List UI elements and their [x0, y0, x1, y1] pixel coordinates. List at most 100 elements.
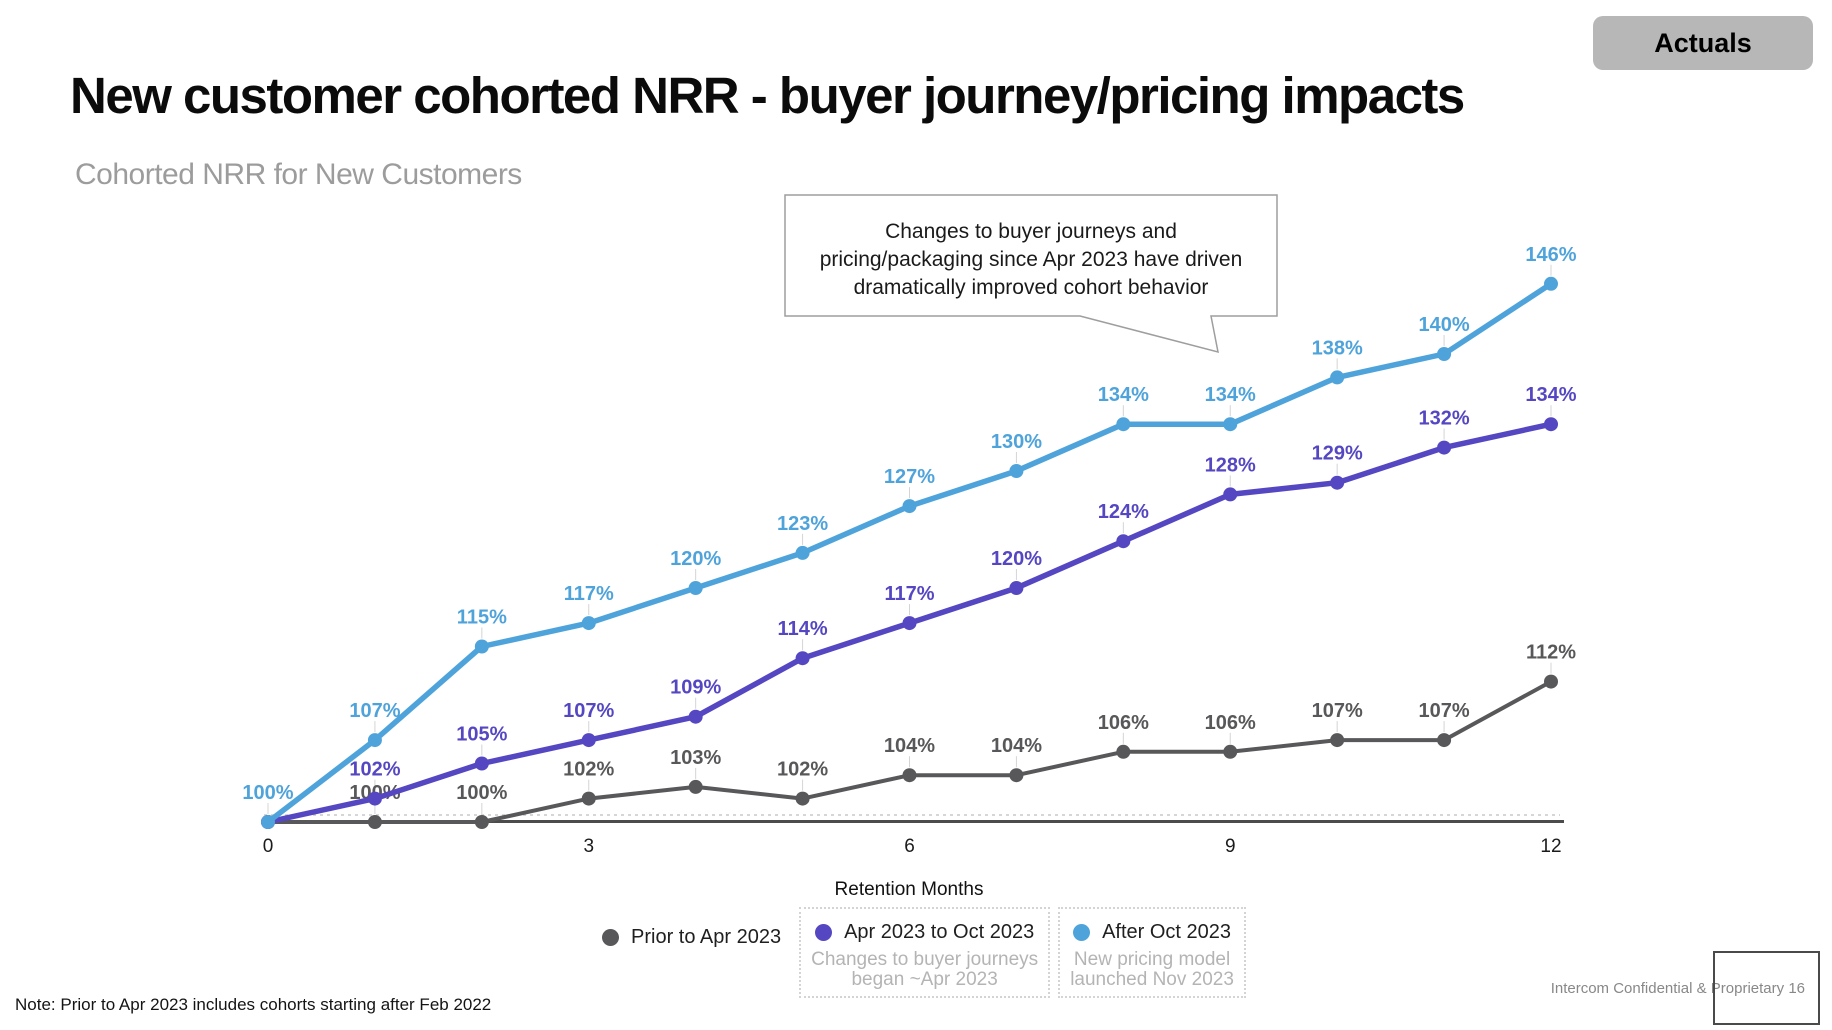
- x-tick-label: 0: [263, 836, 274, 857]
- page-number: 16: [1788, 980, 1805, 997]
- data-label: 107%: [563, 700, 614, 722]
- data-label: 140%: [1419, 314, 1470, 336]
- data-label: 105%: [456, 724, 507, 746]
- legend-annotation-line: Changes to buyer journeys: [811, 949, 1039, 970]
- callout-text-line: Changes to buyer journeys and: [885, 220, 1177, 243]
- data-label: 134%: [1098, 384, 1149, 406]
- legend-dot-icon: [602, 929, 619, 946]
- data-point: [795, 651, 810, 666]
- data-point: [1116, 744, 1131, 759]
- chart-legend: Prior to Apr 2023 Apr 2023 to Oct 2023 C…: [602, 907, 1246, 998]
- legend-item-prior-to-apr-2023: Prior to Apr 2023: [602, 926, 791, 949]
- data-point: [1223, 744, 1238, 759]
- data-label: 120%: [670, 548, 721, 570]
- data-label: 100%: [242, 782, 293, 804]
- page-number-box: [1713, 951, 1820, 1025]
- x-tick-label: 12: [1540, 836, 1561, 857]
- data-label: 117%: [564, 583, 614, 605]
- data-point: [581, 791, 596, 806]
- data-label: 107%: [1419, 700, 1470, 722]
- confidentiality-footer: Intercom Confidential & Proprietary 16: [1551, 980, 1805, 997]
- data-point: [1009, 581, 1024, 595]
- data-label: 112%: [1526, 642, 1576, 664]
- data-point: [902, 499, 917, 514]
- data-label: 104%: [991, 735, 1042, 757]
- data-label: 107%: [1312, 700, 1363, 722]
- legend-annotation-line: launched Nov 2023: [1070, 969, 1234, 990]
- data-point: [367, 733, 382, 748]
- x-tick-label: 9: [1225, 836, 1236, 857]
- data-point: [1437, 733, 1452, 748]
- data-point: [367, 791, 382, 806]
- data-label: 124%: [1098, 501, 1149, 523]
- data-point: [474, 815, 489, 829]
- data-point: [688, 709, 703, 724]
- data-label: 102%: [563, 759, 614, 781]
- data-point: [1330, 370, 1345, 385]
- data-label: 129%: [1312, 443, 1363, 465]
- data-label: 115%: [457, 607, 507, 629]
- data-point: [902, 616, 917, 631]
- data-point: [581, 733, 596, 748]
- data-point: [1223, 417, 1238, 432]
- data-point: [474, 756, 489, 771]
- legend-item-after-oct-2023: After Oct 2023: [1073, 921, 1231, 944]
- data-label: 134%: [1205, 384, 1256, 406]
- data-point: [688, 779, 703, 794]
- data-label: 109%: [670, 677, 721, 699]
- legend-annotation-line: New pricing model: [1073, 949, 1231, 970]
- data-label: 134%: [1525, 384, 1576, 406]
- chart-subtitle: Cohorted NRR for New Customers: [75, 158, 522, 191]
- data-label: 138%: [1312, 337, 1363, 359]
- data-label: 127%: [884, 466, 935, 488]
- data-point: [795, 791, 810, 806]
- data-label: 146%: [1525, 244, 1576, 266]
- data-point: [1223, 487, 1238, 502]
- data-point: [581, 616, 596, 631]
- x-axis-title: Retention Months: [834, 879, 984, 900]
- data-point: [1544, 417, 1558, 432]
- data-point: [1116, 417, 1131, 432]
- data-label: 114%: [778, 618, 828, 640]
- data-point: [1116, 534, 1131, 549]
- legend-annotation: Changes to buyer journeys began ~Apr 202…: [811, 950, 1038, 990]
- data-point: [367, 815, 382, 829]
- data-label: 128%: [1205, 454, 1256, 476]
- footnote: Note: Prior to Apr 2023 includes cohorts…: [15, 995, 492, 1014]
- legend-label: Prior to Apr 2023: [631, 926, 782, 948]
- data-point: [474, 639, 489, 654]
- legend-group-after-oct-2023: After Oct 2023 New pricing model launche…: [1058, 907, 1246, 998]
- legend-label: Apr 2023 to Oct 2023: [844, 921, 1035, 943]
- legend-label: After Oct 2023: [1102, 921, 1232, 943]
- confidentiality-text: Intercom Confidential & Proprietary: [1550, 980, 1785, 997]
- legend-dot-icon: [1073, 924, 1091, 941]
- callout-text-line: dramatically improved cohort behavior: [854, 276, 1209, 299]
- legend-annotation-line: began ~Apr 2023: [851, 969, 998, 990]
- data-point: [1009, 464, 1024, 478]
- data-point: [1009, 768, 1024, 783]
- data-point: [1437, 440, 1452, 455]
- data-point: [1544, 276, 1558, 291]
- data-point: [1544, 674, 1558, 689]
- data-label: 120%: [991, 548, 1042, 570]
- data-label: 107%: [349, 700, 400, 722]
- data-label: 103%: [670, 747, 721, 769]
- data-label: 102%: [777, 759, 828, 781]
- data-point: [261, 815, 275, 829]
- data-label: 102%: [349, 759, 400, 781]
- data-label: 106%: [1098, 712, 1149, 734]
- page-title: New customer cohorted NRR - buyer journe…: [70, 67, 1465, 124]
- data-label: 117%: [884, 583, 934, 605]
- callout-bubble: [784, 194, 1278, 354]
- data-label: 130%: [991, 431, 1042, 453]
- legend-group-apr-2023-to-oct-2023: Apr 2023 to Oct 2023 Changes to buyer jo…: [799, 907, 1051, 998]
- actuals-badge: Actuals: [1593, 16, 1813, 70]
- data-point: [902, 768, 917, 783]
- legend-dot-icon: [815, 924, 833, 941]
- data-label: 123%: [777, 513, 828, 535]
- data-label: 132%: [1419, 408, 1470, 430]
- data-point: [795, 545, 810, 560]
- data-point: [1330, 733, 1345, 748]
